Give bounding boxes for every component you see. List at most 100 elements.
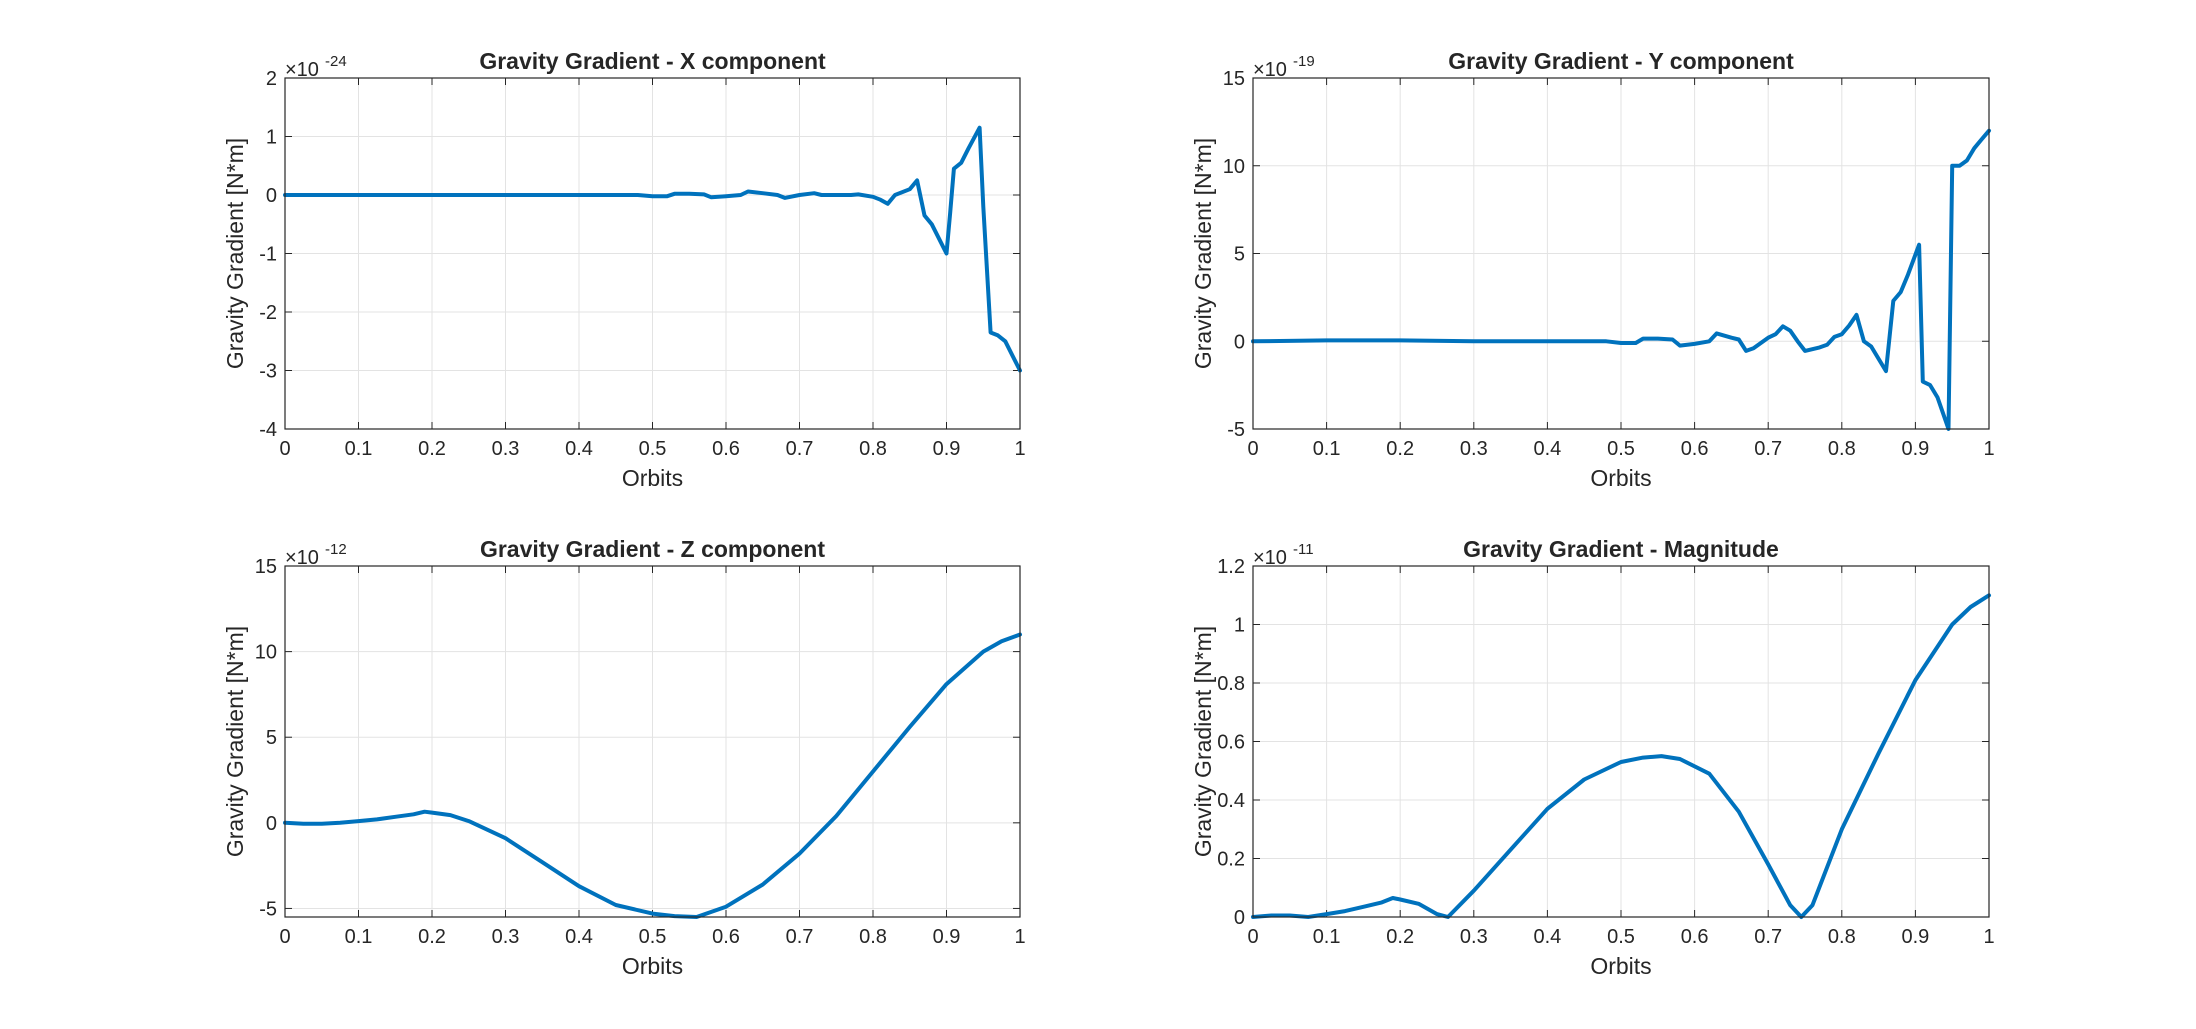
x-tick-label: 0.3 (492, 926, 520, 948)
x-tick-label: 1 (1983, 438, 1994, 460)
x-tick-label: 0.5 (639, 926, 667, 948)
series-line (1251, 593, 1991, 919)
subplot-x-component: Gravity Gradient - X component Orbits Gr… (222, 48, 1026, 491)
y-tick-label: 10 (1223, 156, 1245, 178)
y-axis-label: Gravity Gradient [N*m] (222, 138, 248, 369)
exponent-base: ×10 (1253, 547, 1287, 569)
y-tick-label: 1 (266, 127, 277, 149)
x-tick-label: 0.9 (1901, 926, 1929, 948)
exponent-base: ×10 (285, 59, 319, 81)
x-tick-label: 0.6 (1681, 438, 1709, 460)
y-tick-label: 0.2 (1217, 849, 1245, 871)
chart-title: Gravity Gradient - Z component (480, 536, 825, 562)
y-axis-label: Gravity Gradient [N*m] (222, 626, 248, 857)
x-tick-label: 0.7 (786, 438, 814, 460)
x-tick-label: 0.3 (492, 438, 520, 460)
y-tick-label: 0.6 (1217, 732, 1245, 754)
series-line (283, 125, 1022, 373)
exponent-power: -12 (325, 541, 347, 558)
x-tick-label: 0.7 (1754, 926, 1782, 948)
x-tick-label: 0.1 (345, 438, 373, 460)
x-tick-label: 0.7 (786, 926, 814, 948)
x-tick-label: 1 (1014, 438, 1025, 460)
x-tick-label: 0.8 (1828, 926, 1856, 948)
y-tick-label: 10 (255, 642, 277, 664)
x-tick-label: 0.2 (418, 438, 446, 460)
x-tick-label: 0.5 (639, 438, 667, 460)
x-axis-label: Orbits (622, 465, 683, 491)
exponent-base: ×10 (1253, 59, 1287, 81)
x-tick-label: 0 (279, 438, 290, 460)
x-tick-label: 0.6 (712, 438, 740, 460)
y-axis-label: Gravity Gradient [N*m] (1190, 626, 1216, 857)
x-tick-label: 0 (1247, 926, 1258, 948)
x-tick-label: 1 (1983, 926, 1994, 948)
x-tick-label: 0.8 (859, 926, 887, 948)
x-tick-label: 0.4 (565, 926, 593, 948)
x-tick-label: 0.4 (565, 438, 593, 460)
x-tick-label: 0.5 (1607, 926, 1635, 948)
subplot-magnitude: Gravity Gradient - Magnitude Orbits Grav… (1190, 536, 1995, 979)
x-tick-label: 0.1 (1313, 926, 1341, 948)
y-axis-label: Gravity Gradient [N*m] (1190, 138, 1216, 369)
x-tick-label: 0.9 (933, 926, 961, 948)
x-tick-label: 0 (1247, 438, 1258, 460)
y-tick-label: 0 (1234, 331, 1245, 353)
y-tick-label: 15 (1223, 68, 1245, 90)
chart-title: Gravity Gradient - Y component (1448, 48, 1794, 74)
y-tick-label: -3 (259, 361, 277, 383)
y-tick-label: 0 (266, 813, 277, 835)
x-tick-label: 0.3 (1460, 926, 1488, 948)
y-tick-label: -1 (259, 244, 277, 266)
subplot-y-component: Gravity Gradient - Y component Orbits Gr… (1190, 48, 1995, 491)
subplot-z-component: Gravity Gradient - Z component Orbits Gr… (222, 536, 1026, 979)
series-line (283, 632, 1022, 919)
y-tick-label: -5 (1227, 419, 1245, 441)
axes-box (284, 565, 1021, 918)
x-axis-label: Orbits (1590, 953, 1651, 979)
y-tick-label: 5 (1234, 244, 1245, 266)
y-tick-label: 2 (266, 68, 277, 90)
y-tick-label: 1 (1234, 615, 1245, 637)
axes-box (1252, 77, 1990, 430)
axes-box (1252, 565, 1990, 918)
x-tick-label: 0.2 (1386, 438, 1414, 460)
x-tick-label: 0.8 (1828, 438, 1856, 460)
x-tick-label: 0.5 (1607, 438, 1635, 460)
exponent-power: -19 (1293, 53, 1315, 70)
x-tick-label: 0.2 (418, 926, 446, 948)
y-tick-label: 0 (1234, 907, 1245, 929)
x-tick-label: 0.9 (1901, 438, 1929, 460)
exponent-power: -24 (325, 53, 347, 70)
x-tick-label: 1 (1014, 926, 1025, 948)
y-tick-label: 1.2 (1217, 556, 1245, 578)
x-axis-label: Orbits (622, 953, 683, 979)
x-tick-label: 0.8 (859, 438, 887, 460)
y-tick-label: 5 (266, 727, 277, 749)
x-tick-label: 0.1 (1313, 438, 1341, 460)
x-tick-label: 0.6 (712, 926, 740, 948)
x-tick-label: 0.1 (345, 926, 373, 948)
chart-title: Gravity Gradient - Magnitude (1463, 536, 1779, 562)
y-tick-label: 0 (266, 185, 277, 207)
x-tick-label: 0.4 (1533, 438, 1561, 460)
y-tick-label: 0.4 (1217, 790, 1245, 812)
exponent-power: -11 (1293, 541, 1314, 558)
y-tick-label: 0.8 (1217, 673, 1245, 695)
series-line (1251, 128, 1991, 431)
x-axis-label: Orbits (1590, 465, 1651, 491)
axes-box (284, 77, 1021, 430)
x-tick-label: 0.3 (1460, 438, 1488, 460)
x-tick-label: 0.9 (933, 438, 961, 460)
y-tick-label: -5 (259, 898, 277, 920)
exponent-base: ×10 (285, 547, 319, 569)
y-tick-label: -2 (259, 302, 277, 324)
x-tick-label: 0 (279, 926, 290, 948)
x-tick-label: 0.4 (1533, 926, 1561, 948)
chart-title: Gravity Gradient - X component (479, 48, 826, 74)
x-tick-label: 0.2 (1386, 926, 1414, 948)
y-tick-label: 15 (255, 556, 277, 578)
x-tick-label: 0.7 (1754, 438, 1782, 460)
x-tick-label: 0.6 (1681, 926, 1709, 948)
